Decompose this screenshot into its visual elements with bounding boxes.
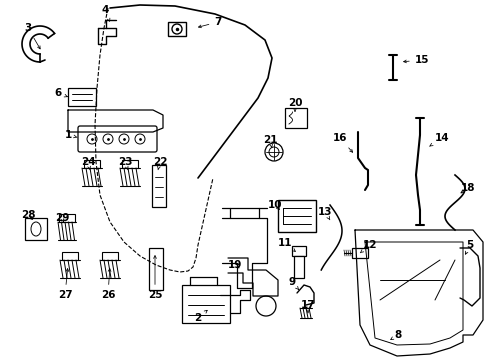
FancyBboxPatch shape: [122, 160, 138, 168]
FancyBboxPatch shape: [278, 200, 315, 232]
FancyBboxPatch shape: [25, 218, 47, 240]
Text: 3: 3: [24, 23, 40, 49]
Text: 16: 16: [332, 133, 352, 152]
FancyBboxPatch shape: [62, 252, 78, 260]
Text: 17: 17: [300, 300, 315, 313]
FancyBboxPatch shape: [182, 285, 229, 323]
Text: 4: 4: [101, 5, 110, 21]
Text: 24: 24: [81, 157, 95, 170]
Text: 26: 26: [101, 269, 115, 300]
Text: 20: 20: [287, 98, 302, 111]
FancyBboxPatch shape: [285, 108, 306, 128]
FancyBboxPatch shape: [68, 88, 96, 106]
Text: 14: 14: [428, 133, 448, 146]
Text: 10: 10: [267, 200, 282, 210]
FancyBboxPatch shape: [102, 252, 118, 260]
Text: 22: 22: [152, 157, 167, 170]
Text: 9: 9: [288, 277, 298, 289]
FancyBboxPatch shape: [293, 256, 304, 278]
Text: 8: 8: [390, 330, 401, 340]
FancyBboxPatch shape: [291, 246, 305, 256]
Text: 23: 23: [118, 157, 132, 170]
Text: 27: 27: [58, 269, 72, 300]
Text: 12: 12: [360, 240, 376, 253]
Text: 19: 19: [227, 260, 242, 270]
FancyBboxPatch shape: [78, 126, 157, 152]
Text: 15: 15: [403, 55, 428, 65]
Text: 7: 7: [198, 17, 221, 28]
FancyBboxPatch shape: [168, 22, 185, 36]
FancyBboxPatch shape: [152, 165, 165, 207]
Text: 13: 13: [317, 207, 331, 220]
Text: 1: 1: [64, 130, 77, 140]
FancyBboxPatch shape: [149, 248, 163, 290]
Text: 11: 11: [277, 238, 295, 251]
FancyBboxPatch shape: [351, 248, 367, 258]
FancyBboxPatch shape: [59, 214, 75, 222]
Text: 25: 25: [147, 256, 162, 300]
Text: 5: 5: [465, 240, 473, 254]
Text: 29: 29: [55, 213, 69, 223]
Text: 28: 28: [20, 210, 35, 220]
Text: 2: 2: [194, 310, 207, 323]
Text: 21: 21: [262, 135, 277, 148]
FancyBboxPatch shape: [84, 160, 100, 168]
Text: 18: 18: [460, 183, 474, 193]
Text: 6: 6: [54, 88, 67, 98]
